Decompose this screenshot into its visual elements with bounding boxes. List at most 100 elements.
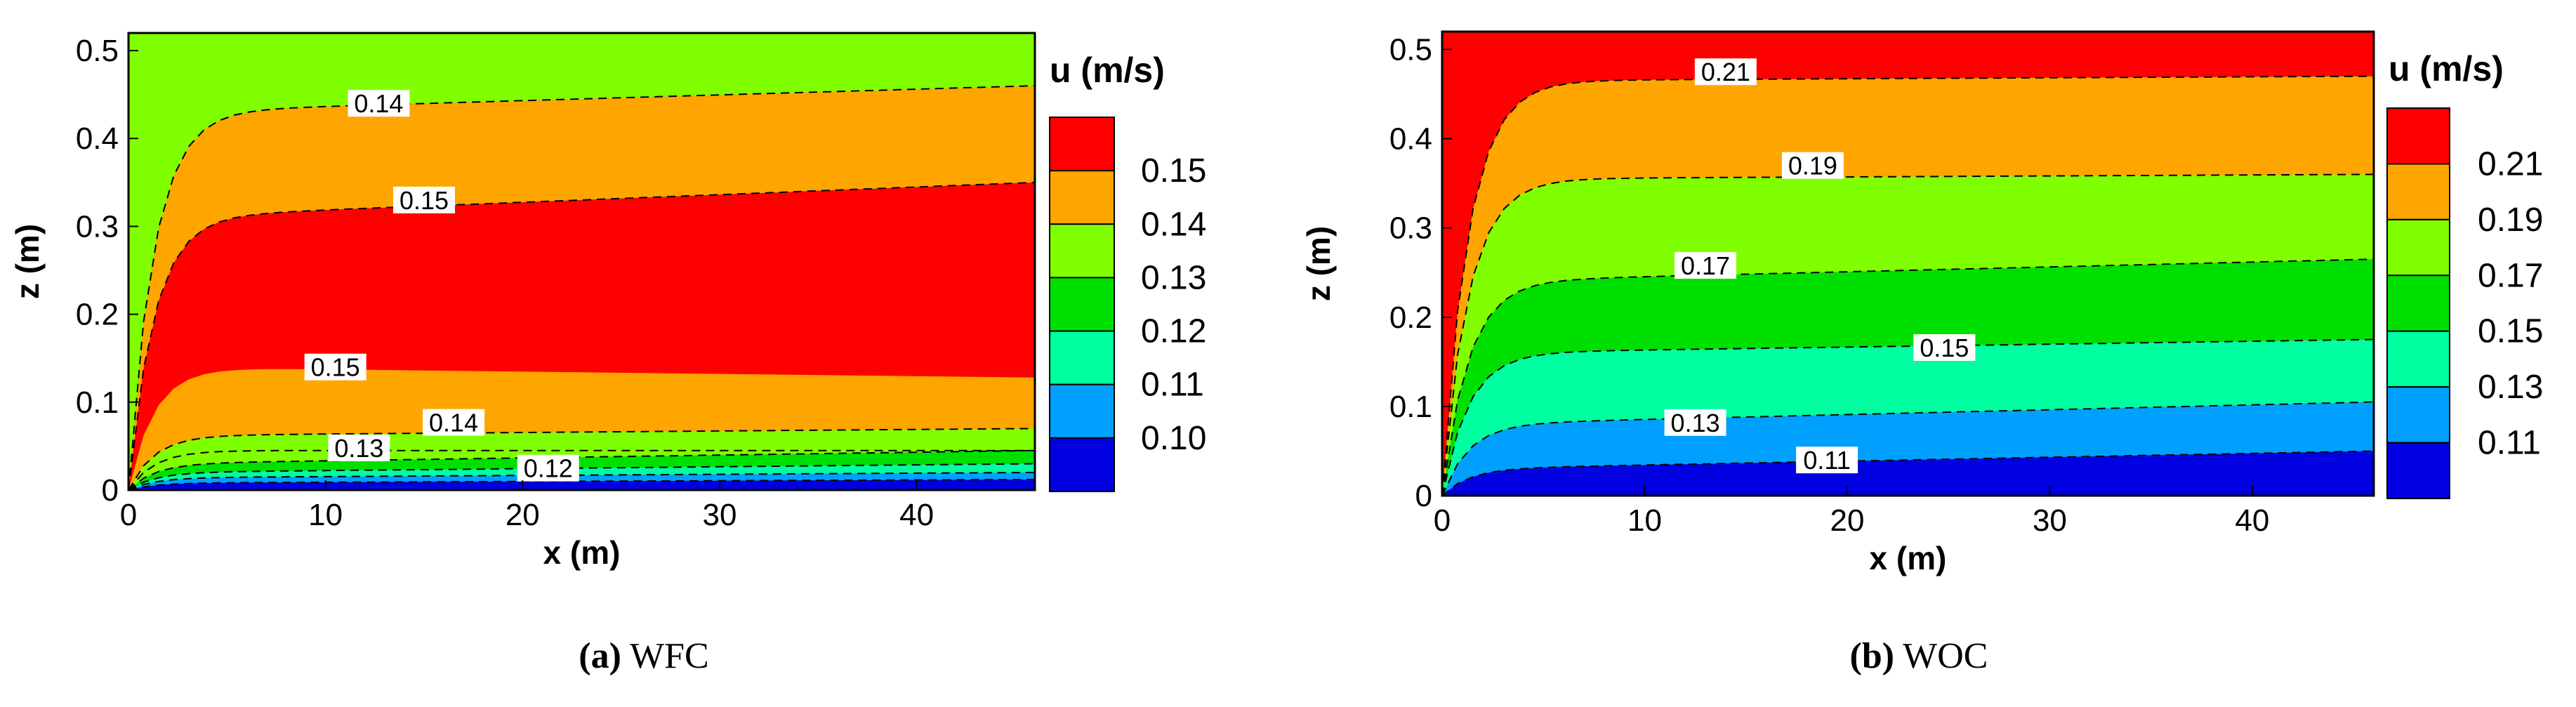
legend-swatch bbox=[1049, 383, 1115, 439]
contour-line bbox=[128, 449, 1035, 491]
x-tick-label: 0 bbox=[120, 498, 137, 532]
legend-title: u (m/s) bbox=[1050, 51, 1165, 90]
legend-level-label: 0.14 bbox=[1141, 206, 1206, 243]
legend-swatch bbox=[2386, 330, 2450, 388]
x-tick-label: 30 bbox=[702, 498, 737, 532]
legend-swatch bbox=[1049, 170, 1115, 225]
contour-line bbox=[1441, 338, 2374, 496]
contour-line bbox=[1441, 450, 2374, 496]
legend-swatch bbox=[1049, 117, 1115, 172]
contour-label: 0.11 bbox=[1803, 446, 1850, 475]
x-tick-label: 20 bbox=[506, 498, 540, 532]
contour-line bbox=[1441, 258, 2374, 496]
caption-letter: (a) bbox=[579, 636, 621, 676]
legend-level-label: 0.15 bbox=[1141, 152, 1206, 190]
legend-level-label: 0.12 bbox=[1141, 313, 1206, 350]
legend-swatch bbox=[2386, 107, 2450, 165]
contour-panel-woc: 0.21 0.19 0.17 0.15 0.13 0.11 0 10 20 30 40 0 0.1 0.2… bbox=[1300, 30, 2543, 576]
contour-label-box bbox=[1664, 409, 1726, 436]
contour-label-box bbox=[1796, 447, 1858, 474]
contour-label-box bbox=[517, 454, 579, 482]
y-tick-label: 0.3 bbox=[1389, 211, 1432, 246]
legend-swatch bbox=[1049, 277, 1115, 332]
y-tick-label: 0.1 bbox=[1389, 390, 1432, 424]
contour-label: 0.17 bbox=[1681, 251, 1730, 280]
legend-swatch bbox=[2386, 163, 2450, 220]
contour-label: 0.15 bbox=[1920, 333, 1969, 362]
y-tick-label: 0.4 bbox=[1389, 122, 1432, 157]
caption-wfc: (a) WFC bbox=[293, 635, 995, 677]
x-tick-label: 40 bbox=[2235, 503, 2269, 538]
legend-swatch bbox=[2386, 386, 2450, 444]
plot-frame bbox=[127, 32, 1036, 491]
legend-swatch bbox=[2386, 275, 2450, 332]
legend-level-label: 0.11 bbox=[2478, 425, 2541, 462]
legend-swatch bbox=[2386, 218, 2450, 277]
contour-line bbox=[128, 449, 1036, 491]
contour-label-box bbox=[1781, 152, 1844, 179]
contour-panel-wfc: 0.14 0.15 0.15 0.14 0.13 0.12 0 10 20 30 40 0 0.1 0.2… bbox=[9, 32, 1206, 571]
contour-line bbox=[1441, 401, 2374, 496]
contour-band bbox=[128, 33, 1035, 490]
legend-swatch bbox=[2386, 442, 2450, 499]
contour-line bbox=[1441, 173, 2374, 496]
y-tick-label: 0 bbox=[1415, 479, 1432, 513]
y-tick-label: 0.5 bbox=[1389, 32, 1432, 67]
contour-label-box bbox=[392, 186, 455, 213]
contour-label-box bbox=[328, 434, 390, 461]
legend-level-label: 0.15 bbox=[2478, 313, 2543, 350]
contour-label: 0.13 bbox=[334, 434, 383, 463]
x-tick-label: 20 bbox=[1830, 503, 1864, 538]
contour-label-box bbox=[423, 409, 485, 436]
contour-label-box bbox=[1694, 58, 1757, 86]
contour-label-box bbox=[304, 353, 366, 381]
contour-line bbox=[128, 181, 1036, 491]
x-axis-label: x (m) bbox=[543, 534, 621, 571]
contour-label: 0.21 bbox=[1701, 58, 1750, 86]
plot-frame bbox=[1441, 30, 2375, 497]
contour-label: 0.14 bbox=[354, 89, 403, 118]
caption-woc: (b) WOC bbox=[1568, 635, 2270, 677]
contour-label: 0.12 bbox=[524, 454, 573, 483]
contour-label-box bbox=[1913, 333, 1976, 361]
contour-label: 0.13 bbox=[1671, 409, 1720, 437]
x-tick-label: 40 bbox=[899, 498, 934, 532]
y-tick-label: 0.5 bbox=[76, 34, 119, 68]
y-tick-label: 0.2 bbox=[76, 298, 119, 332]
y-tick-label: 0.4 bbox=[76, 121, 119, 156]
contour-label: 0.15 bbox=[399, 186, 449, 215]
contour-band bbox=[1442, 32, 2374, 496]
x-axis-label: x (m) bbox=[1870, 540, 1947, 576]
x-tick-label: 10 bbox=[308, 498, 343, 532]
y-tick-label: 0 bbox=[102, 473, 119, 508]
x-tick-label: 10 bbox=[1627, 503, 1662, 538]
legend-swatch bbox=[1049, 330, 1115, 385]
contour-line bbox=[128, 479, 1036, 491]
legend-title: u (m/s) bbox=[2389, 49, 2504, 88]
legend-swatch bbox=[1049, 223, 1115, 279]
contour-band bbox=[128, 33, 1035, 490]
contour-label: 0.14 bbox=[429, 409, 478, 437]
contour-label: 0.19 bbox=[1788, 152, 1837, 180]
contour-line bbox=[128, 472, 1036, 491]
x-tick-label: 30 bbox=[2033, 503, 2067, 538]
legend-level-label: 0.17 bbox=[2478, 257, 2543, 294]
legend-level-label: 0.11 bbox=[1141, 366, 1204, 404]
contour-label-box bbox=[1675, 252, 1737, 279]
y-tick-label: 0.2 bbox=[1389, 300, 1432, 335]
caption-text: WOC bbox=[1903, 636, 1988, 676]
contour-label-box bbox=[348, 90, 410, 117]
contour-line bbox=[1441, 75, 2374, 496]
contour-line bbox=[128, 463, 1036, 491]
contour-band bbox=[1442, 32, 2374, 496]
x-tick-label: 0 bbox=[1434, 503, 1451, 538]
contour-line bbox=[128, 85, 1036, 491]
legend-level-label: 0.19 bbox=[2478, 201, 2543, 239]
y-axis-label: z (m) bbox=[1300, 226, 1337, 301]
contour-label: 0.15 bbox=[311, 353, 360, 382]
caption-letter: (b) bbox=[1849, 636, 1895, 676]
y-tick-label: 0.3 bbox=[76, 209, 119, 244]
legend-level-label: 0.13 bbox=[1141, 259, 1206, 296]
contour-line bbox=[128, 428, 1036, 491]
